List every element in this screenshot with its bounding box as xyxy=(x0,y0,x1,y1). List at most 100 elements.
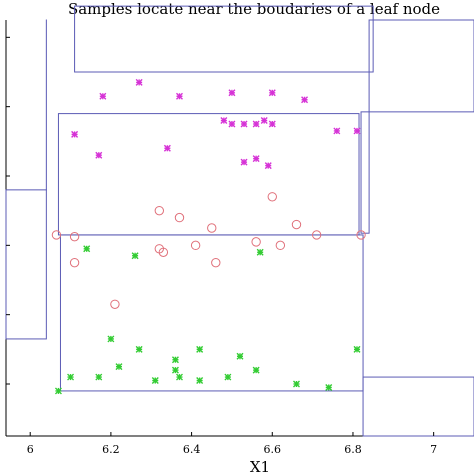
star-point-1-2 xyxy=(99,92,107,100)
star-point-2-15 xyxy=(151,377,159,385)
circle-point-9 xyxy=(207,223,217,233)
star-point-2-19 xyxy=(325,383,333,391)
star-point-1-7 xyxy=(220,117,228,125)
star-stroke-3 xyxy=(292,380,300,388)
star-stroke-3 xyxy=(135,78,143,86)
star-point-2-17 xyxy=(224,373,232,381)
star-point-2-8 xyxy=(252,366,260,374)
star-stroke-3 xyxy=(71,130,79,138)
star-stroke-3 xyxy=(175,92,183,100)
x-tick-label-2: 6.4 xyxy=(183,443,201,456)
star-point-1-3 xyxy=(175,92,183,100)
star-stroke-3 xyxy=(240,120,248,128)
star-stroke-3 xyxy=(252,366,260,374)
star-point-2-1 xyxy=(131,252,139,260)
star-stroke-3 xyxy=(240,158,248,166)
star-stroke-3 xyxy=(196,345,204,353)
circle-point-4 xyxy=(154,205,165,216)
star-stroke-3 xyxy=(301,96,309,104)
star-point-1-9 xyxy=(240,120,248,128)
star-point-2-16 xyxy=(196,377,204,385)
star-point-2-10 xyxy=(115,363,123,371)
star-stroke-3 xyxy=(175,373,183,381)
star-stroke-3 xyxy=(264,162,272,170)
star-stroke-3 xyxy=(353,345,361,353)
star-stroke-3 xyxy=(67,373,75,381)
circle-point-0 xyxy=(51,230,62,240)
star-stroke-3 xyxy=(99,92,107,100)
circle-point-11 xyxy=(251,237,261,247)
star-stroke-3 xyxy=(171,366,179,374)
star-stroke-3 xyxy=(171,356,179,364)
star-point-1-12 xyxy=(268,120,276,128)
star-stroke-3 xyxy=(228,89,236,97)
star-point-2-13 xyxy=(95,373,103,381)
x-tick-label-4: 6.8 xyxy=(344,443,362,456)
x-tick-label-1: 6.2 xyxy=(102,443,120,456)
star-stroke-3 xyxy=(353,127,361,135)
circle-point-10 xyxy=(211,257,221,268)
region-5 xyxy=(59,234,364,392)
star-point-1-0 xyxy=(135,78,143,86)
star-point-1-5 xyxy=(268,89,276,97)
star-stroke-3 xyxy=(115,363,123,371)
star-point-1-10 xyxy=(252,120,260,128)
circle-point-5 xyxy=(174,212,185,223)
star-stroke-3 xyxy=(95,151,103,159)
x-tick-label-0: 6 xyxy=(27,443,34,456)
star-point-2-12 xyxy=(175,373,183,381)
circle-point-15 xyxy=(311,230,322,240)
star-point-1-16 xyxy=(163,144,171,152)
star-point-1-15 xyxy=(95,151,103,159)
star-point-2-2 xyxy=(256,248,264,256)
star-stroke-3 xyxy=(252,120,260,128)
circle-point-7 xyxy=(158,247,169,257)
star-point-2-5 xyxy=(135,345,143,353)
region-4 xyxy=(360,111,370,234)
region-0 xyxy=(5,189,47,340)
star-stroke-3 xyxy=(333,127,341,135)
star-stroke-3 xyxy=(135,345,143,353)
star-point-1-19 xyxy=(240,158,248,166)
star-stroke-3 xyxy=(224,373,232,381)
region-7 xyxy=(368,19,474,113)
star-point-1-13 xyxy=(71,130,79,138)
chart-title: Samples locate near the boudaries of a l… xyxy=(68,0,440,18)
star-point-2-6 xyxy=(196,345,204,353)
star-point-2-20 xyxy=(54,387,62,395)
region-3 xyxy=(57,113,360,236)
circle-point-16 xyxy=(356,230,366,240)
leaf-node-regions xyxy=(5,5,474,437)
star-point-2-7 xyxy=(236,352,244,360)
x-tick-label-5: 7 xyxy=(430,443,437,456)
star-point-2-14 xyxy=(67,373,75,381)
circle-point-14 xyxy=(291,219,302,230)
star-stroke-3 xyxy=(151,377,159,385)
region-2 xyxy=(74,5,374,73)
star-stroke-3 xyxy=(131,252,139,260)
star-point-1-4 xyxy=(228,89,236,97)
star-point-1-18 xyxy=(264,162,272,170)
circle-point-12 xyxy=(267,192,277,202)
star-stroke-3 xyxy=(256,248,264,256)
axis-ticks: 6 6.2 6.4 6.6 6.8 7 xyxy=(6,36,437,456)
star-point-2-11 xyxy=(171,366,179,374)
star-point-1-1 xyxy=(353,127,361,135)
star-stroke-3 xyxy=(163,144,171,152)
star-point-2-3 xyxy=(107,335,115,343)
star-point-1-14 xyxy=(333,127,341,135)
circle-point-8 xyxy=(190,240,201,251)
star-point-1-11 xyxy=(260,117,268,125)
star-stroke-3 xyxy=(107,335,115,343)
circle-point-2 xyxy=(69,257,80,268)
star-stroke-3 xyxy=(54,387,62,395)
data-points xyxy=(51,78,366,395)
star-stroke-3 xyxy=(325,383,333,391)
star-point-2-0 xyxy=(83,245,91,253)
star-stroke-3 xyxy=(260,117,268,125)
star-stroke-3 xyxy=(220,117,228,125)
star-stroke-3 xyxy=(95,373,103,381)
star-point-2-9 xyxy=(353,345,361,353)
star-stroke-3 xyxy=(228,120,236,128)
